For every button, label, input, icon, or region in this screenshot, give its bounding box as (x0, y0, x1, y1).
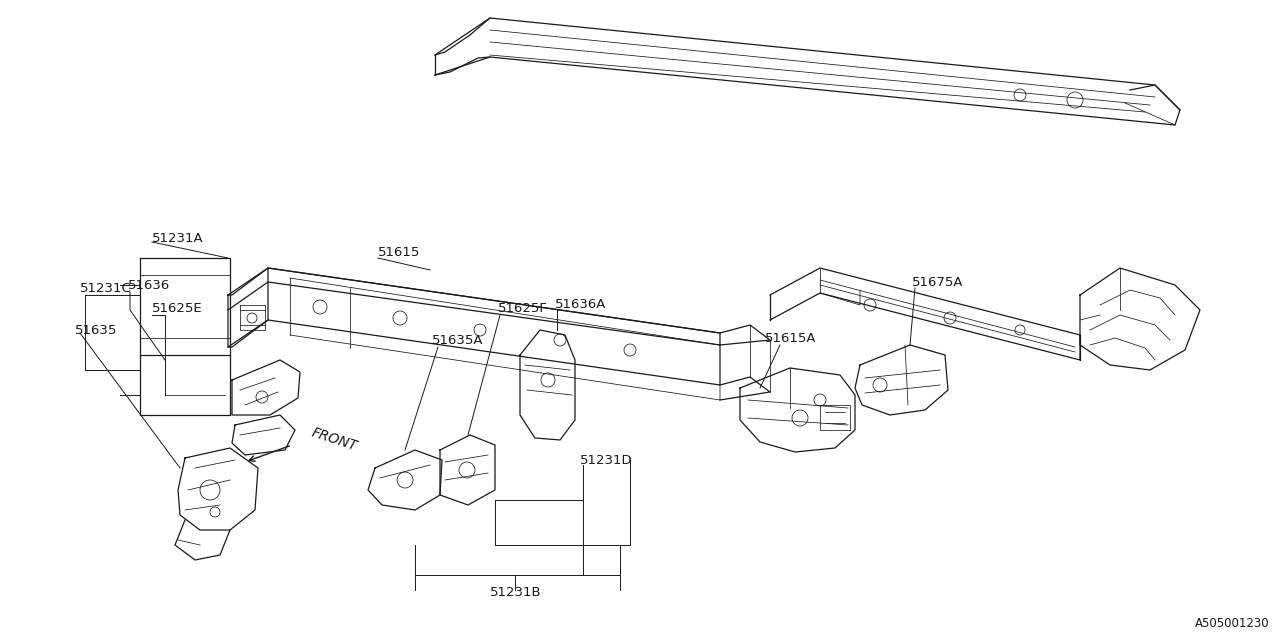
Text: 51231A: 51231A (152, 232, 204, 244)
Text: 51635: 51635 (76, 323, 118, 337)
Text: A505001230: A505001230 (1196, 617, 1270, 630)
Text: 51231D: 51231D (580, 454, 632, 467)
Text: 51675A: 51675A (913, 275, 964, 289)
Text: 51231C: 51231C (81, 282, 132, 294)
Text: 51636: 51636 (128, 278, 170, 291)
Text: 51636A: 51636A (556, 298, 607, 310)
Text: 51625E: 51625E (152, 301, 202, 314)
Text: 51615: 51615 (378, 246, 420, 259)
Text: 51615A: 51615A (765, 332, 817, 344)
Text: 51231B: 51231B (490, 586, 541, 598)
Text: 51625F: 51625F (498, 301, 548, 314)
Text: FRONT: FRONT (310, 426, 360, 454)
Text: 51635A: 51635A (433, 333, 484, 346)
